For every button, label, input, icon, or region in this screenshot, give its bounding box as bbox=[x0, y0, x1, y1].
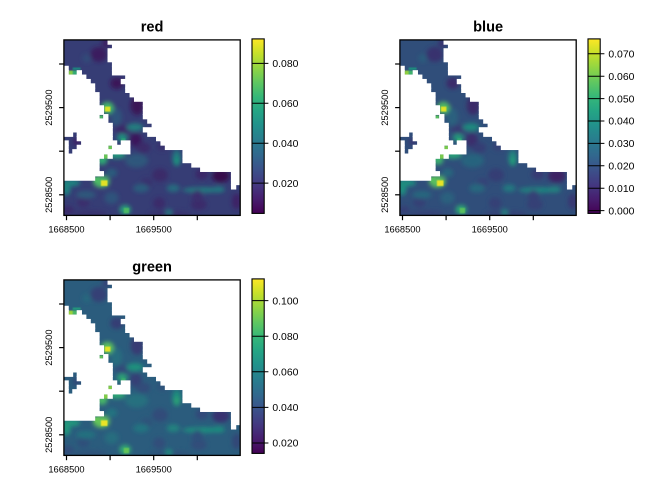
svg-text:1668500: 1668500 bbox=[384, 225, 420, 235]
svg-text:1669500: 1669500 bbox=[136, 465, 172, 475]
svg-text:0.020: 0.020 bbox=[608, 162, 634, 173]
svg-text:1669500: 1669500 bbox=[136, 225, 172, 235]
svg-text:green: green bbox=[132, 259, 172, 275]
svg-text:1669500: 1669500 bbox=[472, 225, 508, 235]
svg-text:2528500: 2528500 bbox=[44, 177, 54, 213]
svg-text:2529500: 2529500 bbox=[380, 89, 390, 125]
svg-text:0.060: 0.060 bbox=[608, 72, 634, 83]
svg-text:0.030: 0.030 bbox=[608, 139, 634, 150]
svg-text:1668500: 1668500 bbox=[48, 465, 84, 475]
svg-text:0.010: 0.010 bbox=[608, 184, 634, 195]
svg-text:0.070: 0.070 bbox=[608, 50, 634, 61]
svg-text:0.040: 0.040 bbox=[608, 117, 634, 128]
svg-text:2528500: 2528500 bbox=[380, 177, 390, 213]
svg-text:0.100: 0.100 bbox=[272, 296, 298, 307]
svg-text:0.040: 0.040 bbox=[272, 403, 298, 414]
svg-text:blue: blue bbox=[473, 19, 503, 35]
svg-text:2529500: 2529500 bbox=[44, 329, 54, 365]
svg-text:0.020: 0.020 bbox=[272, 179, 298, 190]
svg-text:0.000: 0.000 bbox=[608, 206, 634, 217]
svg-text:2529500: 2529500 bbox=[44, 89, 54, 125]
svg-text:0.020: 0.020 bbox=[272, 439, 298, 450]
svg-text:0.050: 0.050 bbox=[608, 94, 634, 105]
svg-text:0.040: 0.040 bbox=[272, 139, 298, 150]
svg-text:0.080: 0.080 bbox=[272, 332, 298, 343]
svg-text:2528500: 2528500 bbox=[44, 417, 54, 453]
svg-text:1668500: 1668500 bbox=[48, 225, 84, 235]
svg-text:0.060: 0.060 bbox=[272, 368, 298, 379]
svg-text:red: red bbox=[141, 19, 164, 35]
svg-text:0.080: 0.080 bbox=[272, 59, 298, 70]
svg-text:0.060: 0.060 bbox=[272, 99, 298, 110]
